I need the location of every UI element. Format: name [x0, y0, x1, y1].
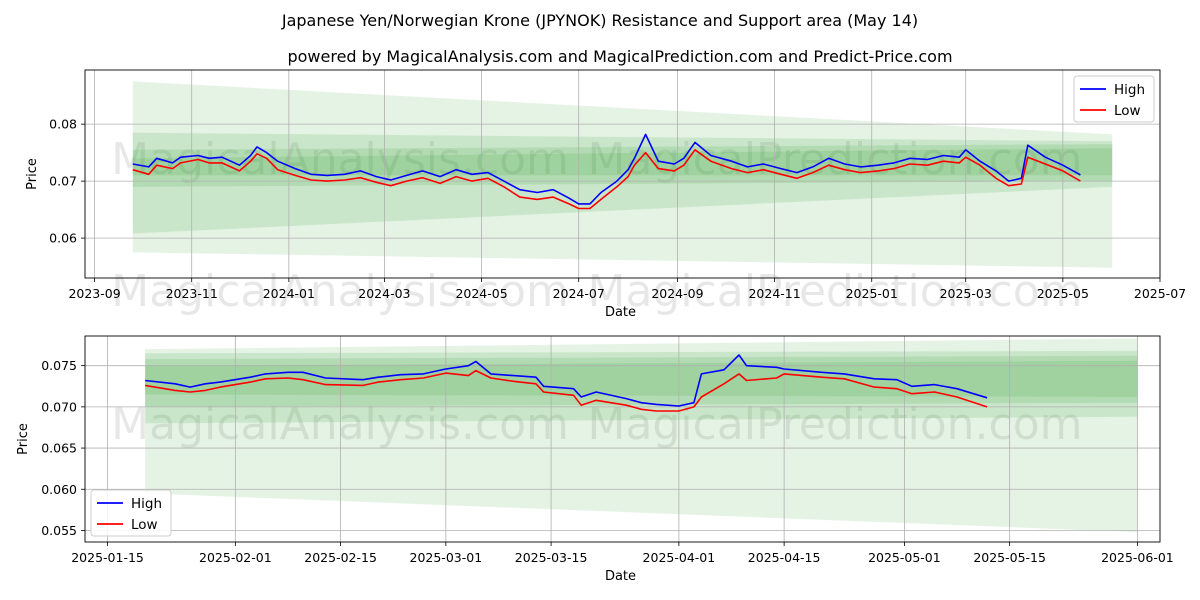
support-resistance-band-1: [145, 338, 1138, 533]
series-line-high: [132, 133, 1081, 205]
x-tick-label: 2025-04-01: [643, 550, 716, 565]
x-tick-label: 2025-03: [940, 286, 992, 301]
x-tick-label: 2025-01-15: [71, 550, 144, 565]
x-tick-label: 2025-05-01: [868, 550, 941, 565]
x-tick-label: 2025-02-15: [304, 550, 377, 565]
legend-label-low: Low: [1114, 103, 1141, 119]
panels: MagicalAnalysis.com MagicalPrediction.com…: [16, 69, 1186, 584]
watermark-text: MagicalPrediction.com: [588, 134, 1083, 185]
y-tick-label: 0.07: [49, 174, 77, 189]
series-line-low: [132, 149, 1081, 210]
support-resistance-band-2: [132, 132, 1113, 234]
y-tick-label: 0.065: [41, 441, 77, 456]
x-tick-label: 2025-02-01: [199, 550, 272, 565]
y-tick-label: 0.055: [41, 523, 77, 538]
x-tick-label: 2024-05: [455, 286, 507, 301]
panel-bottom: MagicalAnalysis.com MagicalPrediction.com…: [16, 335, 1174, 584]
x-tick-label: 2024-11: [748, 286, 800, 301]
x-axis-label: Date: [605, 305, 636, 320]
watermark-text: MagicalPrediction.com: [588, 266, 1083, 317]
support-resistance-band-3: [145, 355, 1138, 407]
x-tick-label: 2024-09: [651, 286, 703, 301]
watermark-text: MagicalAnalysis.com: [111, 399, 569, 450]
y-tick-label: 0.075: [41, 358, 77, 373]
x-tick-label: 2025-03-01: [410, 550, 483, 565]
x-tick-label: 2024-03: [358, 286, 410, 301]
legend-label-high: High: [1114, 82, 1145, 98]
y-tick-label: 0.070: [41, 399, 77, 414]
x-tick-label: 2025-07: [1134, 286, 1186, 301]
x-tick-label: 2023-11: [166, 286, 218, 301]
watermark-text: MagicalPrediction.com: [588, 399, 1083, 450]
y-tick-label: 0.060: [41, 482, 77, 497]
chart-title: Japanese Yen/Norwegian Krone (JPYNOK) Re…: [281, 11, 918, 30]
chart-subtitle: powered by MagicalAnalysis.com and Magic…: [287, 47, 952, 66]
series-line-high: [145, 354, 988, 407]
axes-frame: [84, 69, 1161, 279]
legend-label-low: Low: [131, 517, 158, 533]
y-axis-label: Price: [25, 158, 40, 190]
panel-top: MagicalAnalysis.com MagicalPrediction.com…: [25, 69, 1186, 320]
x-tick-label: 2024-01: [263, 286, 315, 301]
x-tick-label: 2024-07: [553, 286, 605, 301]
x-tick-label: 2023-09: [68, 286, 120, 301]
plot-area: [85, 70, 1160, 278]
x-tick-label: 2025-06-01: [1101, 550, 1174, 565]
y-tick-label: 0.08: [49, 117, 77, 132]
watermark-text: MagicalAnalysis.com: [111, 266, 569, 317]
y-axis-label: Price: [16, 423, 31, 455]
x-axis-label: Date: [605, 569, 636, 584]
x-tick-label: 2025-04-15: [748, 550, 821, 565]
x-tick-label: 2025-05-15: [973, 550, 1046, 565]
legend: High Low: [1073, 75, 1155, 123]
legend: High Low: [90, 489, 172, 537]
series-line-low: [144, 369, 988, 412]
x-tick-label: 2025-05: [1037, 286, 1089, 301]
support-resistance-band-4: [132, 148, 1113, 176]
legend-label-high: High: [131, 496, 162, 512]
support-resistance-band-2: [145, 350, 1138, 424]
y-tick-label: 0.06: [49, 231, 77, 246]
watermark-text: MagicalAnalysis.com: [111, 134, 569, 185]
x-tick-label: 2025-01: [846, 286, 898, 301]
plot-area: [85, 336, 1160, 542]
axes-frame: [84, 335, 1161, 543]
x-tick-label: 2025-03-15: [515, 550, 588, 565]
